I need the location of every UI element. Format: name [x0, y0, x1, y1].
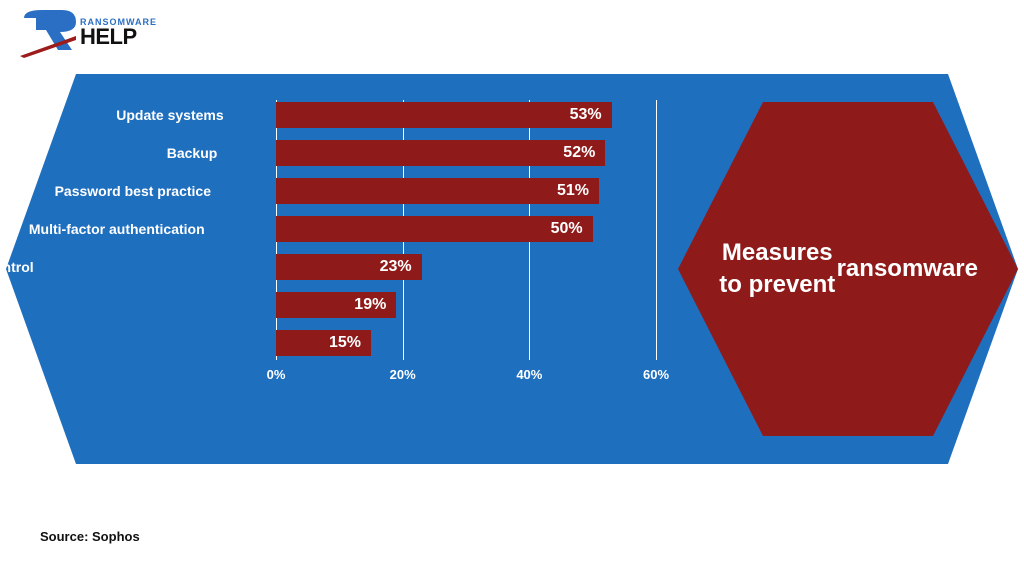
brand-logo-text: RANSOMWARE HELP	[80, 18, 157, 47]
chart-tick-label: 40%	[516, 367, 542, 382]
bar: 15%	[276, 330, 371, 356]
bar-label: Password best practice	[55, 183, 211, 199]
bar-row: Application control23%	[276, 254, 422, 280]
bar: 23%	[276, 254, 422, 280]
chart-tick-label: 60%	[643, 367, 669, 382]
bar-value: 53%	[570, 106, 602, 124]
brand-logo-text-bottom: HELP	[80, 27, 157, 48]
brand-logo: RANSOMWARE HELP	[18, 8, 157, 58]
chart-tick-label: 0%	[267, 367, 286, 382]
bar-label: Disable macros from email	[0, 297, 8, 313]
bar-label: Backup	[167, 145, 218, 161]
chart-gridline	[656, 100, 657, 360]
bar: 50%	[276, 216, 593, 242]
bar-chart: 0%20%40%60%Update systems53%Backup52%Pas…	[76, 102, 676, 432]
bar-row: Least privilege posture15%	[276, 330, 371, 356]
source-attribution: Source: Sophos	[40, 529, 140, 544]
bar-row: Multi-factor authentication50%	[276, 216, 593, 242]
bar: 51%	[276, 178, 599, 204]
bar-value: 23%	[380, 258, 412, 276]
bar-value: 50%	[551, 220, 583, 238]
bar-value: 52%	[563, 144, 595, 162]
bar-value: 51%	[557, 182, 589, 200]
bar-value: 15%	[329, 334, 361, 352]
bar-row: Disable macros from email19%	[276, 292, 396, 318]
bar-label: Update systems	[116, 107, 223, 123]
bar-value: 19%	[354, 296, 386, 314]
chart-tick-label: 20%	[390, 367, 416, 382]
bar: 52%	[276, 140, 605, 166]
bar-row: Password best practice51%	[276, 178, 599, 204]
bar-label: Multi-factor authentication	[29, 221, 205, 237]
brand-logo-mark	[18, 8, 78, 58]
headline-hexagon: Measures to preventransomware	[678, 102, 1018, 436]
headline-text: Measures to preventransomware	[678, 102, 1018, 436]
bar: 19%	[276, 292, 396, 318]
bar: 53%	[276, 102, 612, 128]
main-panel: 0%20%40%60%Update systems53%Backup52%Pas…	[6, 74, 1018, 464]
bar-row: Backup52%	[276, 140, 605, 166]
bar-label: Application control	[0, 259, 34, 275]
bar-chart-plot: 0%20%40%60%Update systems53%Backup52%Pas…	[276, 102, 656, 382]
bar-row: Update systems53%	[276, 102, 612, 128]
